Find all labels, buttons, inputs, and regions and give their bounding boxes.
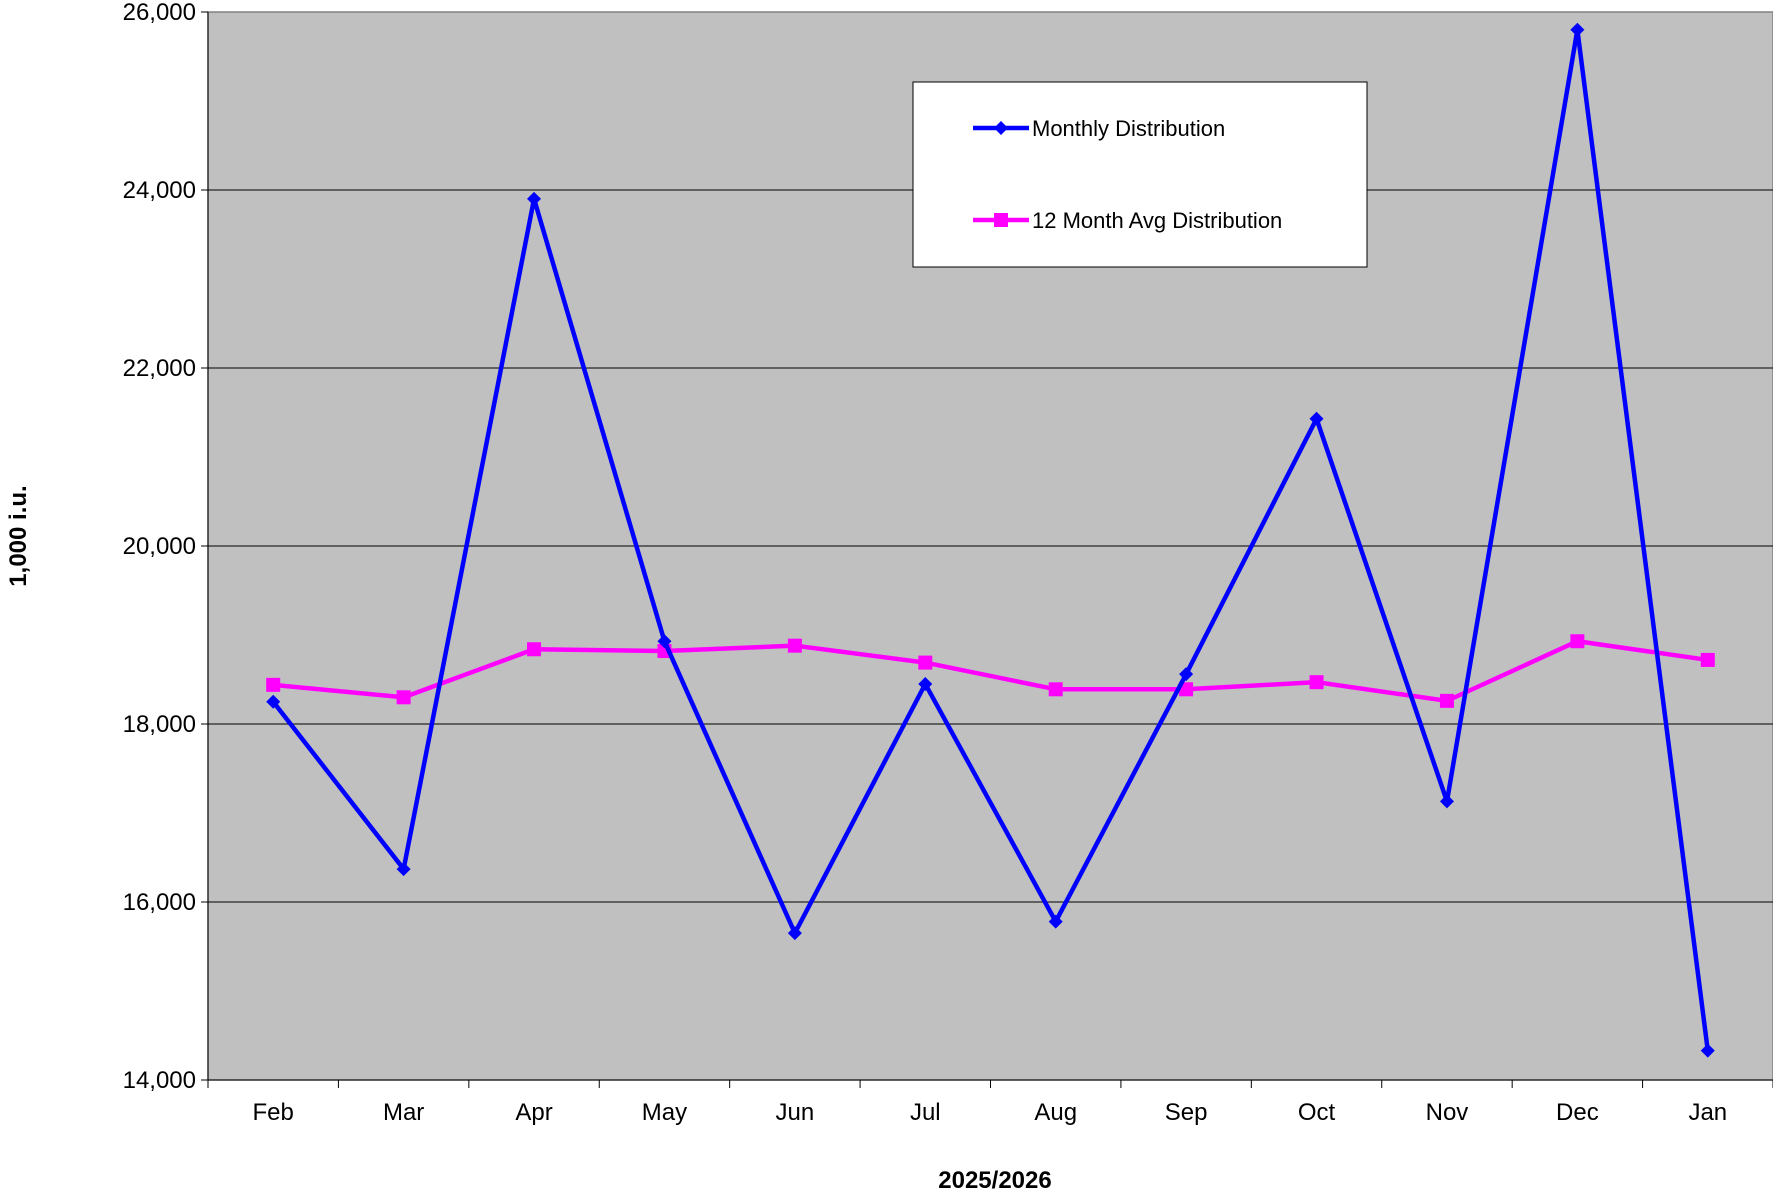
legend-label: 12 Month Avg Distribution (1032, 208, 1282, 233)
y-tick-label: 26,000 (123, 0, 196, 26)
data-point (787, 638, 802, 653)
data-point (266, 677, 281, 692)
y-tick-label: 22,000 (123, 355, 196, 382)
data-point (1700, 1043, 1715, 1058)
data-point (1048, 682, 1063, 697)
data-point (1439, 693, 1454, 708)
data-point (1439, 794, 1454, 809)
x-tick-label: Oct (1298, 1099, 1336, 1126)
data-point (396, 862, 411, 877)
data-point (787, 926, 802, 941)
legend-entry: 12 Month Avg Distribution (973, 208, 1282, 233)
data-point (1570, 634, 1585, 649)
x-tick-label: Nov (1426, 1099, 1469, 1126)
legend-entry: Monthly Distribution (973, 116, 1225, 141)
data-point (1179, 682, 1194, 697)
data-point (266, 694, 281, 709)
data-point (527, 191, 542, 206)
series-layer (266, 22, 1715, 1058)
x-tick-label: Jul (910, 1099, 941, 1126)
data-point (1570, 22, 1585, 37)
series-monthly-distribution (266, 22, 1715, 1058)
x-axis-title: 2025/2026 (938, 1167, 1051, 1194)
x-tick-label: Sep (1165, 1099, 1208, 1126)
x-tick-label: May (642, 1099, 687, 1126)
y-axis: 14,000 16,000 18,000 20,000 22,000 24,000 26,0… (123, 0, 209, 1094)
series-avg-distribution (266, 634, 1715, 708)
data-point (527, 642, 542, 657)
y-tick-label: 16,000 (123, 889, 196, 916)
legend-items: Monthly Distribution 12 Month Avg Distrib… (973, 116, 1282, 233)
x-tick-label: Aug (1034, 1099, 1077, 1126)
legend-marker (994, 213, 1008, 227)
x-axis: Feb Mar Apr May Jun Jul Aug Sep Oct Nov Dec Jan (207, 1079, 1773, 1126)
data-point (396, 690, 411, 705)
series-line (271, 29, 1711, 1051)
y-tick-label: 24,000 (123, 177, 196, 204)
legend-label: Monthly Distribution (1032, 116, 1225, 141)
series-line (272, 638, 1709, 704)
data-point (1700, 652, 1715, 667)
y-tick-label: 20,000 (123, 533, 196, 560)
legend-box (912, 81, 1368, 268)
data-point (918, 655, 933, 670)
legend: Monthly Distribution 12 Month Avg Distrib… (912, 81, 1368, 268)
y-tick-label: 18,000 (123, 711, 196, 738)
data-point (1048, 914, 1063, 929)
x-tick-label: Mar (383, 1099, 424, 1126)
x-tick-label: Feb (253, 1099, 294, 1126)
y-tick-label: 14,000 (123, 1067, 196, 1094)
x-tick-label: Dec (1556, 1099, 1599, 1126)
legend-marker (994, 121, 1008, 135)
x-tick-label: Apr (515, 1099, 552, 1126)
data-point (1309, 411, 1324, 426)
x-tick-label: Jun (776, 1099, 815, 1126)
x-tick-label: Jan (1688, 1099, 1727, 1126)
data-point (1309, 675, 1324, 690)
data-point (657, 634, 672, 649)
data-point (1179, 667, 1194, 682)
data-point (918, 676, 933, 691)
y-axis-title: 1,000 i.u. (5, 485, 32, 586)
